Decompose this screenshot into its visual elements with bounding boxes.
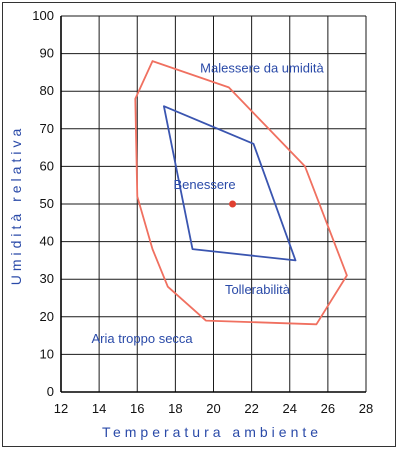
y-tick-label: 60: [40, 158, 54, 173]
y-tick-label: 30: [40, 271, 54, 286]
y-tick-label: 70: [40, 121, 54, 136]
y-tick-label: 80: [40, 83, 54, 98]
x-axis-title: Temperatura ambiente: [102, 424, 322, 440]
y-tick-labels: 0 10 20 30 40 50 60 70 80 90 100: [32, 8, 54, 399]
y-tick-label: 50: [40, 196, 54, 211]
y-tick-label: 100: [32, 8, 54, 23]
region-polygon: [162, 105, 297, 262]
annotations: Malessere da umidità Benessere Tollerabili…: [92, 60, 325, 346]
x-tick-label: 26: [321, 401, 335, 416]
x-tick-label: 28: [359, 401, 373, 416]
x-tick-label: 24: [283, 401, 297, 416]
annotation-label: Tollerabilità: [225, 282, 291, 297]
x-tick-label: 14: [92, 401, 106, 416]
x-tick-label: 18: [168, 401, 182, 416]
x-tick-labels: 12 14 16 18 20 22 24 26 28: [54, 401, 373, 416]
regions: [134, 60, 348, 326]
x-tick-label: 12: [54, 401, 68, 416]
region-polygon: [134, 60, 348, 326]
data-points: [229, 200, 237, 208]
chart-frame: [2, 2, 396, 447]
x-tick-label: 20: [206, 401, 220, 416]
annotation-label: Aria troppo secca: [92, 331, 194, 346]
annotation-label: Malessere da umidità: [200, 60, 324, 75]
y-axis-title: Umidità relativa: [8, 125, 24, 285]
data-point: [229, 200, 237, 208]
grid: [60, 15, 367, 393]
x-tick-label: 22: [244, 401, 258, 416]
y-tick-label: 20: [40, 309, 54, 324]
y-tick-label: 0: [47, 384, 54, 399]
y-tick-label: 10: [40, 346, 54, 361]
annotation-label: Benessere: [173, 177, 235, 192]
y-tick-label: 40: [40, 234, 54, 249]
x-tick-label: 16: [130, 401, 144, 416]
y-tick-label: 90: [40, 46, 54, 61]
